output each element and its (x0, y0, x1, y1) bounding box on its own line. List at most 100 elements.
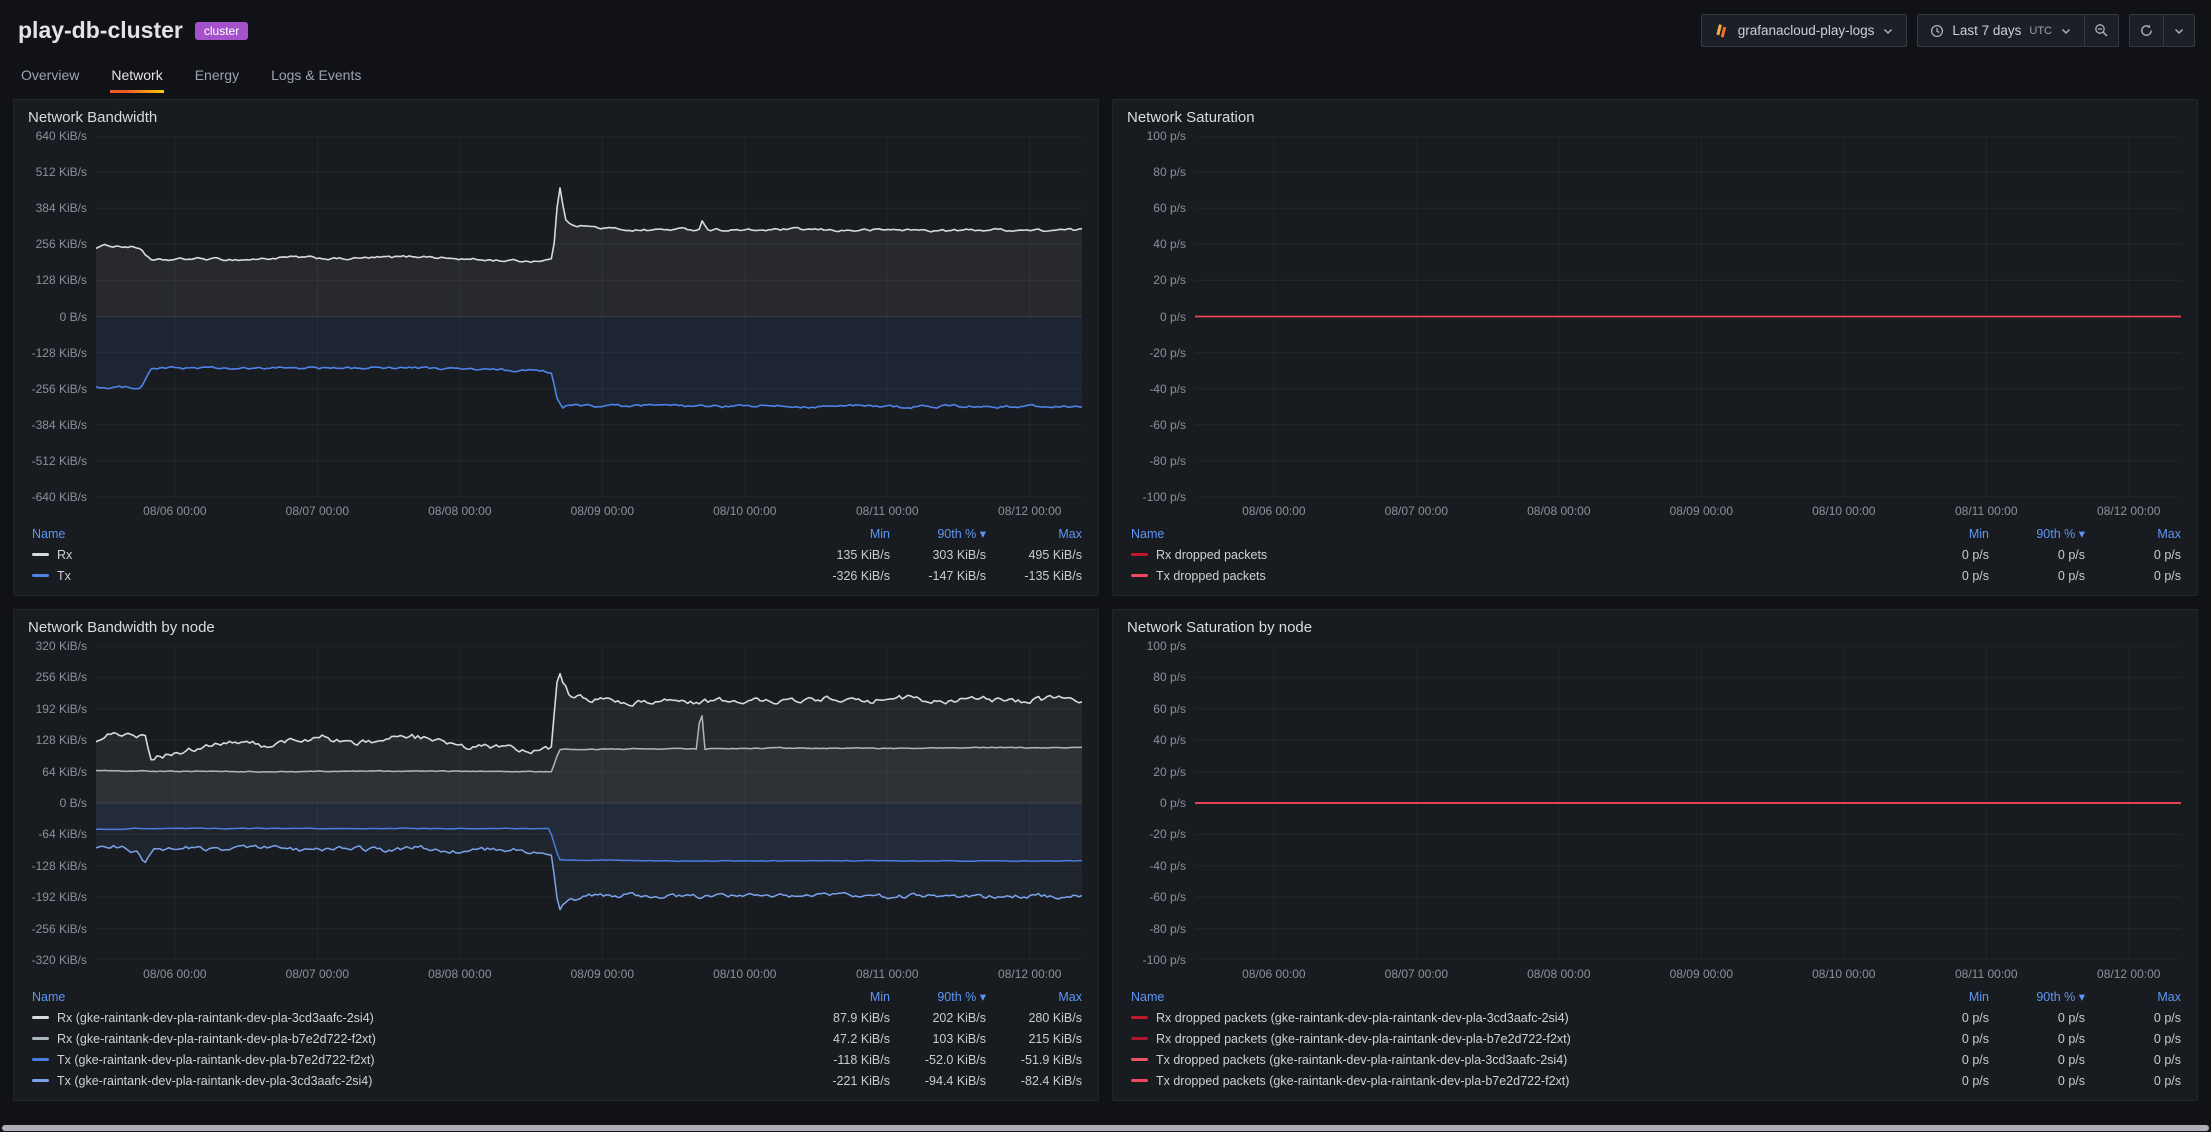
tab-overview[interactable]: Overview (21, 67, 80, 83)
x-axis-label: 08/11 00:00 (855, 967, 919, 981)
y-axis-label: -40 p/s (1149, 381, 1186, 396)
legend-header-min[interactable]: Min (1968, 526, 1989, 541)
legend-value-p90: 103 KiB/s (932, 1031, 986, 1046)
x-axis-label: 08/11 00:00 (1954, 504, 2018, 518)
datasource-picker[interactable]: grafanacloud-play-logs (1700, 14, 1908, 47)
chart-canvas[interactable] (96, 136, 1082, 497)
legend-header-max[interactable]: Max (1058, 989, 1082, 1004)
legend-header-p90[interactable]: 90th % ▾ (937, 990, 986, 1004)
legend: Name Min 90th % ▾ Max Rx dropped packets 0 p/… (1113, 521, 2197, 595)
y-axis-label: -40 p/s (1149, 858, 1186, 873)
legend-value-p90: 0 p/s (2057, 1073, 2085, 1088)
legend-series-name[interactable]: Tx dropped packets (gke-raintank-dev-pla… (1131, 1053, 1893, 1067)
y-axis: 100 p/s 80 p/s 60 p/s 40 p/s 20 p/s 0 p/s -20 … (1117, 639, 1195, 967)
tab-network[interactable]: Network (110, 59, 165, 95)
dashboard-header: play-db-cluster cluster grafanacloud-pla… (0, 0, 2211, 49)
legend-series-label: Rx (gke-raintank-dev-pla-raintank-dev-pl… (57, 1010, 374, 1025)
legend-header-name[interactable]: Name (1131, 526, 1165, 541)
refresh-interval-dropdown[interactable] (2163, 14, 2195, 47)
y-axis-label: -256 KiB/s (31, 381, 87, 396)
y-axis-label: -60 p/s (1149, 890, 1186, 905)
legend-header-row: Name Min 90th % ▾ Max (1131, 523, 2181, 544)
x-axis: 08/06 00:00 08/07 00:00 08/08 00:00 08/09 0… (96, 497, 1082, 521)
legend-header-name[interactable]: Name (32, 989, 66, 1004)
legend-value-max: -51.9 KiB/s (1020, 1052, 1082, 1067)
legend-series-name[interactable]: Rx dropped packets (1131, 548, 1893, 562)
legend-value-min: -326 KiB/s (832, 568, 890, 583)
plot-area[interactable] (1195, 646, 2181, 960)
x-axis-label: 08/09 00:00 (570, 967, 634, 981)
y-axis-label: -640 KiB/s (31, 490, 87, 504)
legend-series-name[interactable]: Rx (gke-raintank-dev-pla-raintank-dev-pl… (32, 1032, 794, 1046)
legend-value-max: -135 KiB/s (1024, 568, 1082, 583)
legend-series-name[interactable]: Rx dropped packets (gke-raintank-dev-pla… (1131, 1032, 1893, 1046)
legend-header-min[interactable]: Min (869, 989, 890, 1004)
legend-series-name[interactable]: Rx (32, 548, 794, 562)
refresh-button[interactable] (2129, 14, 2164, 47)
x-axis-label: 08/11 00:00 (1954, 967, 2018, 981)
legend-header-min[interactable]: Min (869, 526, 890, 541)
legend-header-max[interactable]: Max (2157, 989, 2181, 1004)
panel-title[interactable]: Network Bandwidth (28, 109, 158, 126)
legend-header-max[interactable]: Max (1058, 526, 1082, 541)
panel-title[interactable]: Network Saturation (1127, 109, 1255, 126)
legend-value-p90: -52.0 KiB/s (924, 1052, 986, 1067)
legend-series-name[interactable]: Tx dropped packets (gke-raintank-dev-pla… (1131, 1074, 1893, 1088)
series-color-swatch (32, 1057, 49, 1062)
refresh-controls (2129, 14, 2195, 47)
x-axis-label: 08/06 00:00 (1242, 504, 1306, 518)
y-axis-label: 0 p/s (1159, 309, 1186, 324)
legend-header-p90[interactable]: 90th % ▾ (2036, 990, 2085, 1004)
plot-area[interactable] (96, 136, 1082, 497)
time-range-label: Last 7 days (1952, 23, 2022, 38)
horizontal-scrollbar-thumb[interactable] (2, 1125, 2209, 1131)
legend-header-name[interactable]: Name (32, 526, 66, 541)
tab-energy[interactable]: Energy (194, 67, 240, 83)
legend-series-name[interactable]: Tx (gke-raintank-dev-pla-raintank-dev-pl… (32, 1053, 794, 1067)
chart-canvas[interactable] (1195, 136, 2181, 497)
legend-value-max: 0 p/s (2153, 1052, 2181, 1067)
legend-value-p90: 0 p/s (2057, 547, 2085, 562)
legend-series-name[interactable]: Tx dropped packets (1131, 569, 1893, 583)
y-axis: 640 KiB/s 512 KiB/s 384 KiB/s 256 KiB/s 128 … (18, 129, 96, 504)
legend-row: Tx dropped packets (gke-raintank-dev-pla… (1131, 1070, 2181, 1091)
legend-row: Rx 135 KiB/s 303 KiB/s 495 KiB/s (32, 544, 1082, 565)
legend-header-p90[interactable]: 90th % ▾ (937, 527, 986, 541)
panel-header: Network Bandwidth by node (14, 610, 1098, 638)
plot-area[interactable] (1195, 136, 2181, 497)
chart-canvas[interactable] (1195, 646, 2181, 960)
chevron-down-icon (1882, 25, 1894, 37)
legend-series-label: Tx dropped packets (1156, 568, 1266, 583)
legend-series-name[interactable]: Rx dropped packets (gke-raintank-dev-pla… (1131, 1011, 1893, 1025)
y-axis-label: -512 KiB/s (31, 453, 87, 468)
legend-series-label: Tx (gke-raintank-dev-pla-raintank-dev-pl… (57, 1073, 373, 1088)
horizontal-scrollbar[interactable] (0, 1124, 2211, 1132)
legend-row: Rx (gke-raintank-dev-pla-raintank-dev-pl… (32, 1028, 1082, 1049)
legend-value-p90: -147 KiB/s (928, 568, 986, 583)
x-axis-label: 08/08 00:00 (428, 504, 492, 518)
legend-series-name[interactable]: Tx (32, 569, 794, 583)
y-axis-label: 256 KiB/s (35, 237, 87, 252)
legend-header-max[interactable]: Max (2157, 526, 2181, 541)
legend-series-label: Tx dropped packets (gke-raintank-dev-pla… (1156, 1073, 1570, 1088)
legend-series-name[interactable]: Tx (gke-raintank-dev-pla-raintank-dev-pl… (32, 1074, 794, 1088)
y-axis-label: 20 p/s (1153, 764, 1186, 779)
y-axis-label: -20 p/s (1149, 345, 1186, 360)
chart-canvas[interactable] (96, 646, 1082, 960)
legend-header-p90[interactable]: 90th % ▾ (2036, 527, 2085, 541)
y-axis-label: -320 KiB/s (31, 953, 87, 967)
legend-header-min[interactable]: Min (1968, 989, 1989, 1004)
zoom-out-button[interactable] (2084, 14, 2119, 47)
tab-logs-events[interactable]: Logs & Events (271, 67, 362, 83)
legend-row: Tx (gke-raintank-dev-pla-raintank-dev-pl… (32, 1049, 1082, 1070)
panel-title[interactable]: Network Bandwidth by node (28, 619, 215, 636)
panel-title[interactable]: Network Saturation by node (1127, 619, 1313, 636)
time-range-picker[interactable]: Last 7 days UTC (1917, 14, 2085, 47)
x-axis-label: 08/09 00:00 (570, 504, 634, 518)
series-color-swatch (32, 552, 49, 557)
legend-series-name[interactable]: Rx (gke-raintank-dev-pla-raintank-dev-pl… (32, 1011, 794, 1025)
legend-header-name[interactable]: Name (1131, 989, 1165, 1004)
legend-value-p90: 0 p/s (2057, 1010, 2085, 1025)
plot-area[interactable] (96, 646, 1082, 960)
grid-lines (1195, 646, 2181, 960)
